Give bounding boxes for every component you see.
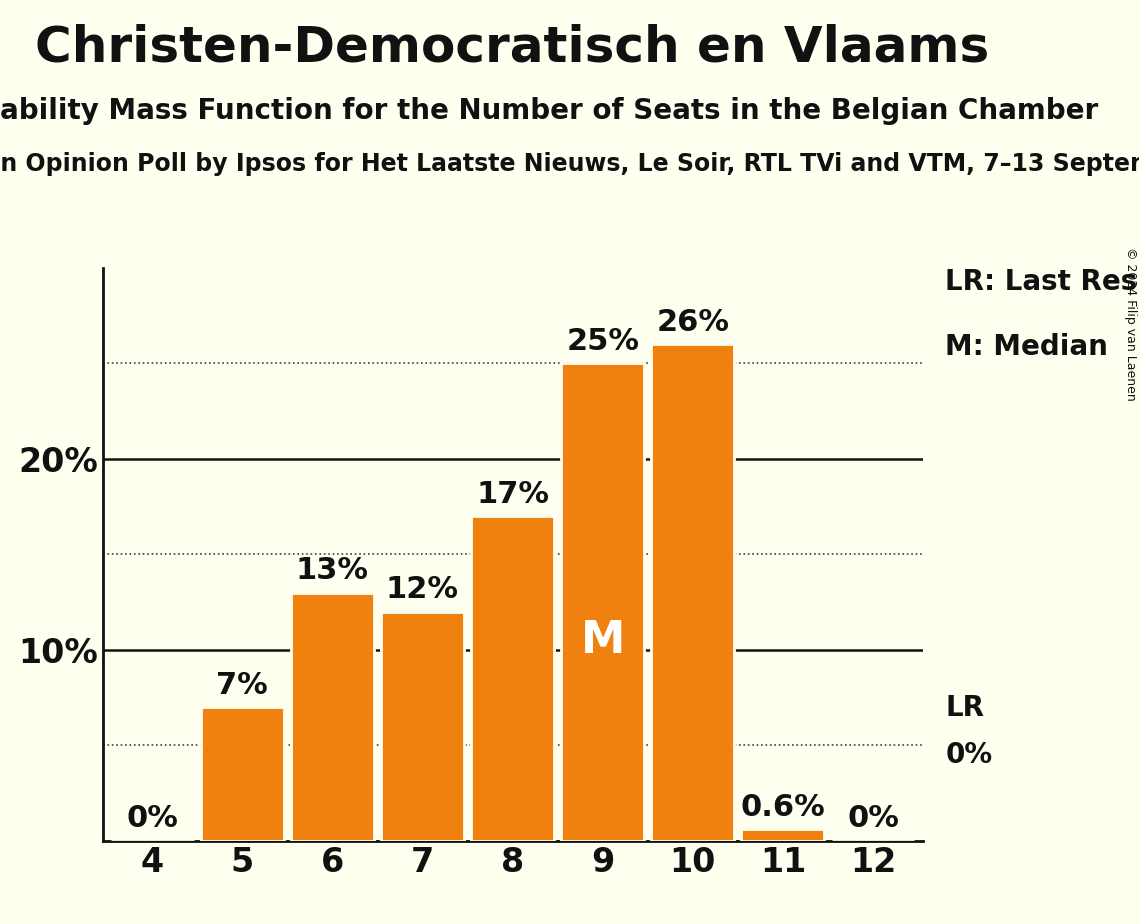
Text: 0%: 0%: [847, 804, 899, 833]
Bar: [472, 517, 554, 841]
Text: 25%: 25%: [566, 327, 639, 356]
Bar: [200, 707, 284, 841]
Bar: [562, 363, 645, 841]
Text: 7%: 7%: [216, 671, 268, 699]
Text: Based on an Opinion Poll by Ipsos for Het Laatste Nieuws, Le Soir, RTL TVi and V: Based on an Opinion Poll by Ipsos for He…: [0, 152, 1139, 176]
Text: 17%: 17%: [476, 480, 549, 508]
Text: Probability Mass Function for the Number of Seats in the Belgian Chamber: Probability Mass Function for the Number…: [0, 97, 1098, 125]
Bar: [652, 345, 735, 841]
Text: © 2024 Filip van Laenen: © 2024 Filip van Laenen: [1124, 247, 1137, 400]
Bar: [741, 830, 825, 841]
Text: LR: LR: [945, 695, 984, 723]
Text: LR: Last Result: LR: Last Result: [945, 268, 1139, 296]
Text: 0%: 0%: [945, 741, 992, 769]
Text: 12%: 12%: [386, 575, 459, 604]
Text: 26%: 26%: [656, 308, 729, 336]
Text: 0%: 0%: [126, 804, 178, 833]
Bar: [380, 612, 464, 841]
Bar: [290, 592, 374, 841]
Text: M: Median: M: Median: [945, 333, 1108, 360]
Text: 0.6%: 0.6%: [740, 793, 826, 821]
Text: Christen-Democratisch en Vlaams: Christen-Democratisch en Vlaams: [35, 23, 990, 71]
Text: 13%: 13%: [296, 556, 369, 585]
Text: M: M: [581, 619, 625, 662]
